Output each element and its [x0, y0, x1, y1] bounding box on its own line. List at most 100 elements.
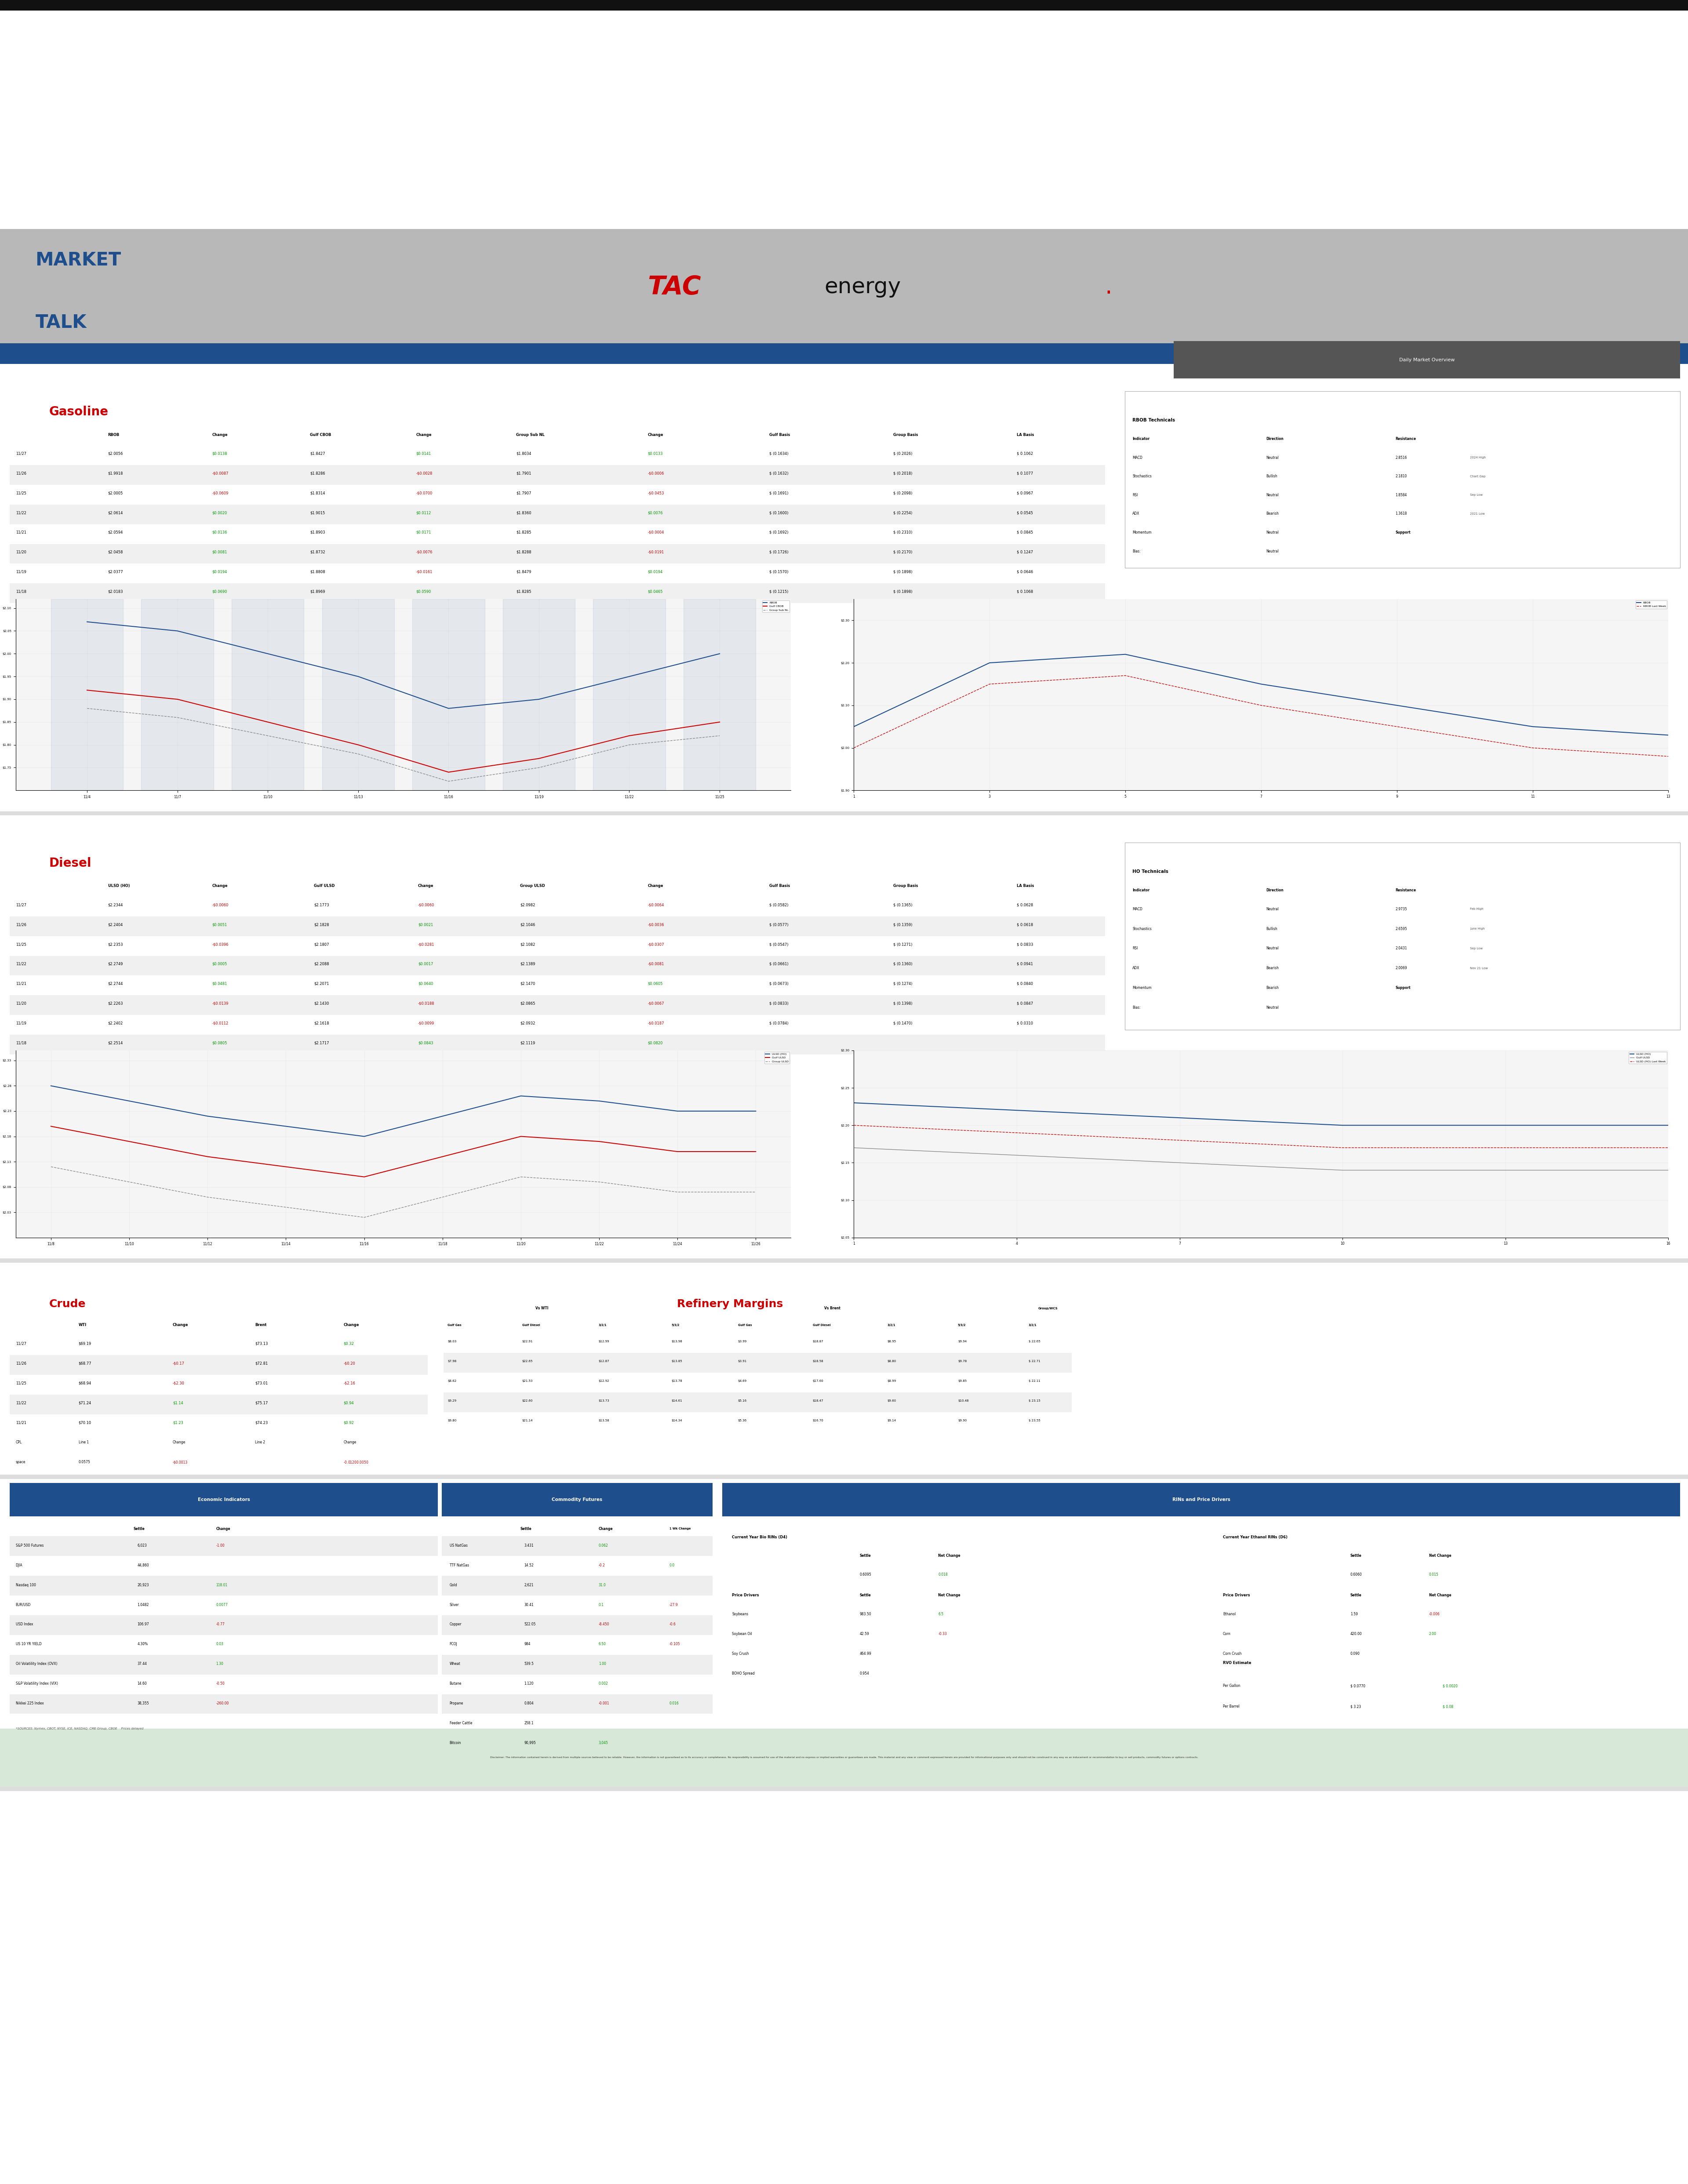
- Text: RBOB: RBOB: [108, 432, 120, 437]
- Text: FCOJ: FCOJ: [449, 1642, 457, 1647]
- Text: $68.77: $68.77: [79, 1361, 91, 1365]
- Text: $ 22.71: $ 22.71: [1028, 1361, 1040, 1363]
- Bar: [0, 1787, 1688, 1791]
- Text: Group Basis: Group Basis: [893, 432, 918, 437]
- ULSD (HO): [511, 1083, 532, 1109]
- Text: $2.0005: $2.0005: [108, 491, 123, 496]
- Text: $0.0194: $0.0194: [213, 570, 228, 574]
- Text: $0.0465: $0.0465: [648, 590, 663, 594]
- Text: $71.24: $71.24: [79, 1400, 91, 1404]
- RBOB: [1116, 642, 1136, 668]
- Text: $16.70: $16.70: [812, 1420, 824, 1422]
- Text: $1.7901: $1.7901: [517, 472, 532, 476]
- Text: -$0.0161: -$0.0161: [417, 570, 432, 574]
- Text: 11/19: 11/19: [15, 1022, 27, 1024]
- RBOB: [439, 695, 459, 721]
- Text: $0.92: $0.92: [343, 1422, 354, 1424]
- Text: Neutral: Neutral: [1266, 456, 1278, 459]
- ULSD (HO): [1006, 1096, 1026, 1123]
- Bar: [10, 1616, 437, 1636]
- Text: 984: 984: [523, 1642, 530, 1647]
- Group Sub NL: [78, 695, 98, 721]
- Text: $ (0.1274): $ (0.1274): [893, 983, 912, 985]
- Text: 0.0077: 0.0077: [216, 1603, 228, 1607]
- Bar: [10, 544, 1106, 563]
- Text: Line 2: Line 2: [255, 1441, 265, 1444]
- Text: 11/19: 11/19: [15, 570, 27, 574]
- Text: -$0.0060: -$0.0060: [213, 902, 228, 906]
- Text: 0.0575: 0.0575: [79, 1461, 89, 1463]
- Text: $ 23.55: $ 23.55: [1028, 1420, 1040, 1422]
- Group ULSD: [746, 1179, 766, 1206]
- Text: 11/20: 11/20: [15, 1002, 27, 1005]
- Text: 0.03: 0.03: [216, 1642, 223, 1647]
- Text: Price Drivers: Price Drivers: [1222, 1594, 1249, 1597]
- Text: $2.1389: $2.1389: [520, 963, 535, 965]
- Text: 420.00: 420.00: [1350, 1631, 1362, 1636]
- Text: 11/27: 11/27: [15, 452, 27, 456]
- Text: Nov 21 Low: Nov 21 Low: [1470, 968, 1489, 970]
- Text: Change: Change: [172, 1441, 186, 1444]
- Text: $72.81: $72.81: [255, 1361, 268, 1365]
- Group ULSD: [511, 1164, 532, 1190]
- Text: $2.0056: $2.0056: [108, 452, 123, 456]
- Text: RBOB Technicals: RBOB Technicals: [1133, 417, 1175, 422]
- Gulf ULSD: [667, 1138, 687, 1164]
- Text: $1.8969: $1.8969: [311, 590, 326, 594]
- Text: 1.8584: 1.8584: [1396, 494, 1408, 498]
- Gulf ULSD: [1170, 1149, 1190, 1175]
- Text: $ (0.0833): $ (0.0833): [770, 1002, 788, 1005]
- Gulf CBOB: [258, 710, 279, 736]
- Text: Gulf Basis: Gulf Basis: [770, 885, 790, 889]
- Legend: RBOB, RBOB Last Week: RBOB, RBOB Last Week: [1636, 601, 1668, 609]
- Text: $2.1470: $2.1470: [520, 983, 535, 985]
- Text: S&P Volatility Index (VIX): S&P Volatility Index (VIX): [15, 1682, 57, 1686]
- Text: 44,860: 44,860: [137, 1564, 149, 1568]
- Text: -0.77: -0.77: [216, 1623, 225, 1627]
- Text: $8.99: $8.99: [888, 1380, 896, 1382]
- Text: energy: energy: [824, 277, 901, 297]
- Text: $5.36: $5.36: [738, 1420, 746, 1422]
- Text: 2024 High: 2024 High: [1470, 456, 1485, 459]
- Text: 20,923: 20,923: [137, 1583, 149, 1588]
- Text: $12.87: $12.87: [599, 1361, 609, 1363]
- Group ULSD: [354, 1203, 375, 1230]
- ULSD (HO) Last Week: [844, 1112, 864, 1138]
- Text: $1.8034: $1.8034: [517, 452, 532, 456]
- Text: 11/18: 11/18: [15, 590, 27, 594]
- Text: 539.5: 539.5: [523, 1662, 533, 1666]
- Text: $ (0.1898): $ (0.1898): [893, 590, 912, 594]
- Text: $12.99: $12.99: [599, 1341, 609, 1343]
- Text: $21.14: $21.14: [522, 1420, 533, 1422]
- Group ULSD: [197, 1184, 218, 1210]
- Text: Change: Change: [343, 1441, 356, 1444]
- Text: $2.1082: $2.1082: [520, 941, 535, 946]
- Bar: [0, 343, 1688, 365]
- Bar: [10, 583, 1106, 603]
- Text: $75.17: $75.17: [255, 1400, 268, 1404]
- Text: $8.03: $8.03: [447, 1341, 456, 1343]
- RBOB: [979, 649, 999, 675]
- Text: 14.60: 14.60: [137, 1682, 147, 1686]
- Text: RINs and Price Drivers: RINs and Price Drivers: [1171, 1498, 1231, 1503]
- Bar: [442, 1695, 712, 1714]
- Text: Copper: Copper: [449, 1623, 461, 1627]
- Text: Sep Low: Sep Low: [1470, 948, 1482, 950]
- Text: Stochastics: Stochastics: [1133, 474, 1151, 478]
- Bar: [592, 598, 665, 791]
- Text: 11/22: 11/22: [15, 511, 27, 515]
- Text: $8.95: $8.95: [888, 1341, 896, 1343]
- Text: $ 0.1247: $ 0.1247: [1016, 550, 1033, 555]
- Text: Gulf ULSD: Gulf ULSD: [314, 885, 334, 889]
- Text: 464.99: 464.99: [859, 1651, 871, 1655]
- Text: 1.0482: 1.0482: [137, 1603, 149, 1607]
- Text: 30.41: 30.41: [523, 1603, 533, 1607]
- Text: $ (0.1360): $ (0.1360): [893, 963, 912, 965]
- Gulf CBOB: [167, 686, 187, 712]
- Text: -$0.20: -$0.20: [343, 1361, 354, 1365]
- ULSD (HO): [589, 1088, 609, 1114]
- Text: $0.0690: $0.0690: [213, 590, 228, 594]
- Text: $0.0640: $0.0640: [419, 983, 434, 985]
- Text: 2.0431: 2.0431: [1396, 946, 1408, 950]
- Gulf ULSD: [746, 1138, 766, 1164]
